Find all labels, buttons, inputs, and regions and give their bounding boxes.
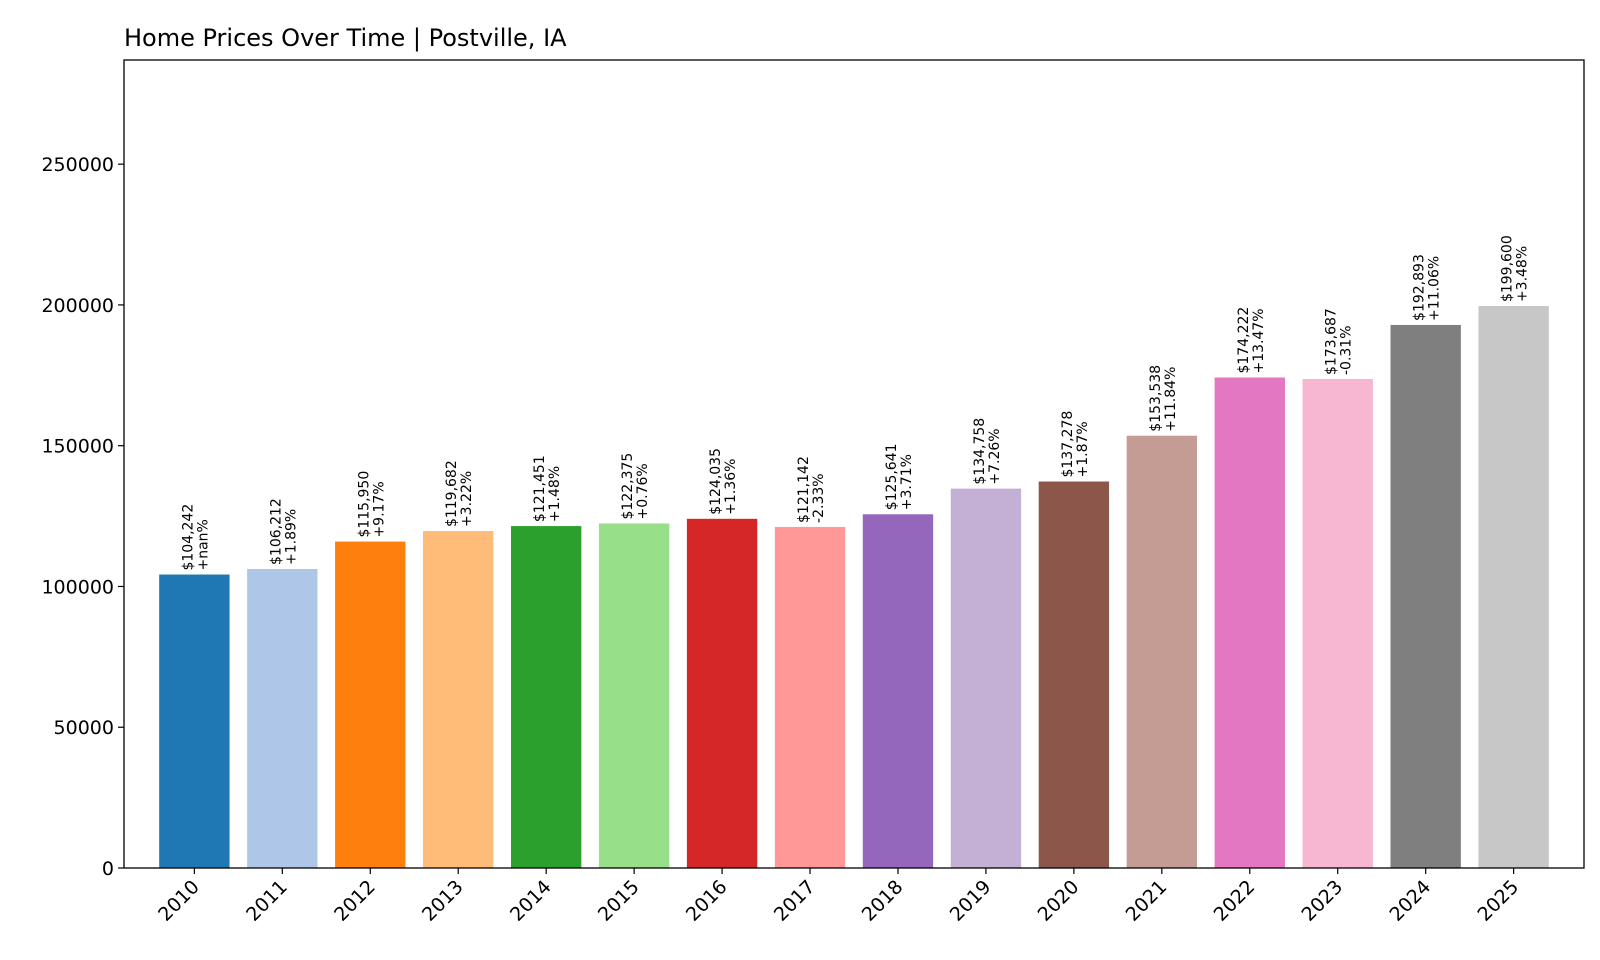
bar-2017 bbox=[774, 526, 846, 868]
y-axis: 0 50000 100000 150000 200000 250000 bbox=[41, 154, 124, 880]
bar-2020 bbox=[1038, 481, 1110, 868]
data-label-2014: $121,451+1.48% bbox=[532, 455, 563, 522]
x-tick-label-2023: 2023 bbox=[1298, 876, 1348, 926]
x-tick-label-2010: 2010 bbox=[154, 876, 204, 926]
chart-title: Home Prices Over Time | Postville, IA bbox=[124, 24, 567, 52]
data-label-2011: $106,212+1.89% bbox=[268, 498, 299, 565]
x-tick-label-2013: 2013 bbox=[418, 876, 468, 926]
x-tick-label-2012: 2012 bbox=[330, 876, 380, 926]
bar-2025 bbox=[1478, 306, 1549, 868]
data-label-2012: $115,950+9.17% bbox=[356, 471, 387, 538]
y-tick-label-0: 0 bbox=[102, 858, 114, 880]
bar-2018 bbox=[862, 514, 934, 868]
bar-2010 bbox=[159, 574, 230, 868]
y-tick-label-250000: 250000 bbox=[41, 154, 114, 176]
data-label-2023: $173,687-0.31% bbox=[1324, 308, 1355, 375]
x-tick-label-2016: 2016 bbox=[682, 876, 732, 926]
bar-2011 bbox=[247, 568, 318, 868]
x-tick-label-2020: 2020 bbox=[1034, 876, 1084, 926]
data-label-2016: $124,035+1.36% bbox=[708, 448, 739, 515]
bar-2022 bbox=[1214, 377, 1285, 868]
data-label-2022: $174,222+13.47% bbox=[1236, 307, 1267, 374]
x-tick-label-2011: 2011 bbox=[242, 876, 292, 926]
bars-group bbox=[159, 306, 1549, 868]
data-labels-group: $104,242+nan% $106,212+1.89% $115,950+9.17… bbox=[180, 235, 1530, 570]
x-axis: 2010 2011 2012 2013 2014 2015 2016 2017 2018 2019… bbox=[154, 868, 1523, 926]
x-tick-label-2025: 2025 bbox=[1473, 876, 1523, 926]
y-tick-label-150000: 150000 bbox=[41, 436, 114, 458]
plot-frame bbox=[123, 59, 1585, 869]
bar-2012 bbox=[335, 541, 406, 868]
x-tick-label-2015: 2015 bbox=[594, 876, 644, 926]
data-label-2013: $119,682+3.22% bbox=[444, 460, 475, 527]
x-tick-label-2017: 2017 bbox=[770, 876, 820, 926]
y-tick-label-200000: 200000 bbox=[41, 295, 114, 317]
data-label-2018: $125,641+3.71% bbox=[884, 443, 915, 510]
bar-2024 bbox=[1390, 324, 1461, 868]
bar-2013 bbox=[423, 531, 494, 868]
y-tick-label-100000: 100000 bbox=[41, 576, 114, 598]
data-label-2017: $121,142-2.33% bbox=[796, 456, 827, 523]
data-label-2024: $192,893+11.06% bbox=[1412, 254, 1443, 321]
data-label-2021: $153,538+11.84% bbox=[1148, 365, 1179, 432]
data-label-2015: $122,375+0.76% bbox=[620, 453, 651, 520]
bar-2016 bbox=[686, 518, 758, 868]
data-label-2020: $137,278+1.87% bbox=[1060, 411, 1091, 478]
data-label-2010: $104,242+nan% bbox=[180, 504, 211, 571]
x-tick-label-2022: 2022 bbox=[1210, 876, 1260, 926]
bar-2021 bbox=[1126, 435, 1198, 868]
bar-2019 bbox=[950, 488, 1022, 868]
data-label-2019: $134,758+7.26% bbox=[972, 418, 1003, 485]
bar-2023 bbox=[1302, 379, 1373, 868]
x-tick-label-2014: 2014 bbox=[506, 876, 556, 926]
bar-2014 bbox=[510, 526, 582, 868]
x-tick-label-2019: 2019 bbox=[946, 876, 996, 926]
x-tick-label-2024: 2024 bbox=[1385, 876, 1435, 926]
data-label-2025: $199,600+3.48% bbox=[1500, 235, 1531, 302]
x-tick-label-2021: 2021 bbox=[1122, 876, 1172, 926]
x-tick-label-2018: 2018 bbox=[858, 876, 908, 926]
y-tick-label-50000: 50000 bbox=[54, 717, 114, 739]
bar-2015 bbox=[598, 523, 670, 868]
